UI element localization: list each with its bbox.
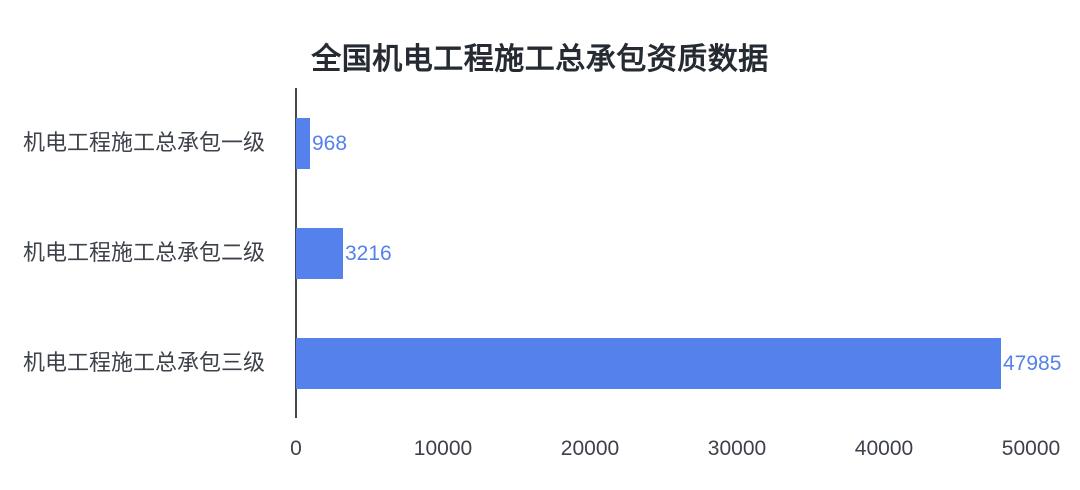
x-tick-label: 10000 bbox=[413, 437, 473, 460]
value-label: 47985 bbox=[1003, 352, 1062, 375]
bar bbox=[296, 337, 1001, 389]
bar bbox=[296, 117, 310, 169]
category-label: 机电工程施工总承包一级 bbox=[22, 130, 265, 155]
category-label: 机电工程施工总承包三级 bbox=[22, 350, 265, 375]
x-tick-label: 30000 bbox=[707, 437, 767, 460]
category-label: 机电工程施工总承包二级 bbox=[22, 240, 265, 265]
value-label: 968 bbox=[312, 132, 348, 155]
x-tick-label: 0 bbox=[290, 437, 302, 460]
bar bbox=[296, 227, 343, 279]
value-label: 3216 bbox=[345, 242, 392, 265]
chart-title: 全国机电工程施工总承包资质数据 bbox=[311, 43, 769, 76]
x-tick-label: 40000 bbox=[854, 437, 914, 460]
x-tick-label: 50000 bbox=[1001, 437, 1061, 460]
x-tick-label: 20000 bbox=[560, 437, 620, 460]
